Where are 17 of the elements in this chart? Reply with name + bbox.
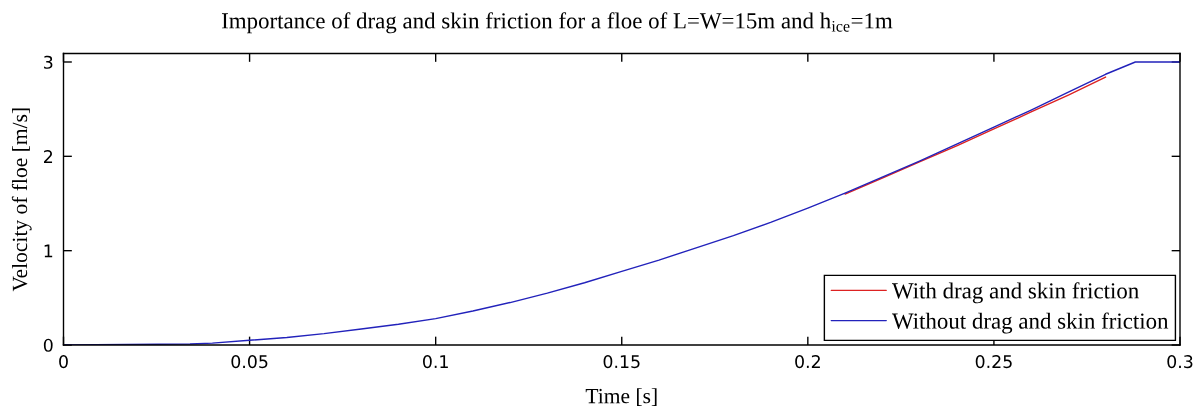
x-tick-label: 0.2 <box>795 355 820 369</box>
x-axis-title: Time [s] <box>585 388 657 407</box>
x-tick-label: 0.15 <box>603 355 640 369</box>
chart-title: Importance of drag and skin friction for a floe of L=W=15m and h$_{ice}$=1m <box>221 12 893 34</box>
x-tick-label: 0.3 <box>1167 355 1193 369</box>
x-tick-label: 0.05 <box>231 355 268 369</box>
y-axis-title: Velocity of floe [m/s] <box>11 108 32 292</box>
line-series <box>844 76 1107 195</box>
legend-label: Without drag and skin friction <box>891 312 1169 334</box>
y-tick-label: 1 <box>44 244 53 258</box>
legend-label: With drag and skin friction <box>891 282 1139 304</box>
y-tick-label: 2 <box>44 150 53 163</box>
y-tick-label: 3 <box>44 55 53 69</box>
x-tick-label: 0.1 <box>423 355 448 369</box>
y-tick-label: 0 <box>43 338 53 352</box>
x-tick-label: 0 <box>59 355 68 369</box>
x-tick-label: 0.25 <box>975 355 1012 369</box>
